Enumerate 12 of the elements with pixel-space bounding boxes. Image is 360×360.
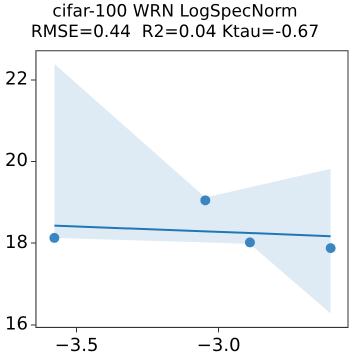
y-tick-label: 18 [5, 232, 28, 253]
point [49, 232, 60, 243]
point [244, 237, 255, 248]
chart-title: cifar-100 WRN LogSpecNorm [52, 2, 298, 22]
point [326, 243, 336, 254]
x-tick-label: −3.5 [54, 334, 98, 356]
point [200, 195, 210, 206]
y-tick-label: 16 [5, 314, 28, 335]
x-tick-label: −3.0 [196, 334, 241, 356]
y-tick-label: 20 [5, 150, 28, 172]
chart-subtitle: RMSE=0.44 R2=0.04 Ktau=-0.67 [30, 22, 320, 42]
y-tick-label: 22 [5, 68, 28, 90]
